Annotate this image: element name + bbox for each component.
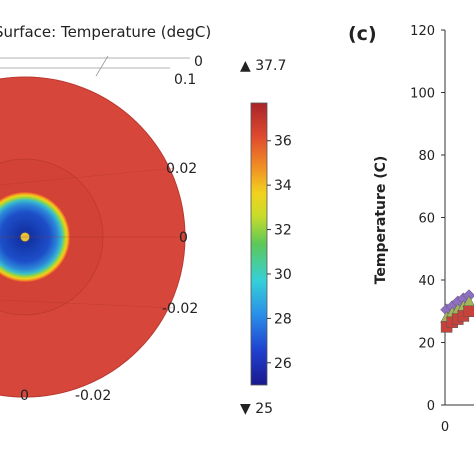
disc-grid-line	[0, 299, 176, 309]
y-tick-label: 100	[410, 87, 435, 102]
heatmap-panel: Surface: Temperature (degC) 0 0.1 0.02 0…	[0, 23, 292, 417]
y-tick-label: 0	[427, 399, 435, 414]
colorbar-max-label: ▲ 37.7	[240, 58, 286, 74]
scatter-panel: (c) 0 20 40 60 80 100 120 0 Temperature (C)	[348, 23, 474, 435]
colorbar-ticks: 26 28 30 32 34 36	[267, 134, 292, 372]
heatmap-title: Surface: Temperature (degC)	[0, 23, 211, 41]
y-tick-label: 20	[418, 337, 435, 352]
y-tick-label: 60	[418, 212, 435, 227]
colorbar-tick-label: 26	[274, 356, 292, 372]
y-tick-label: 80	[418, 149, 435, 164]
y-axis-label: Temperature (C)	[373, 156, 389, 285]
x-axis-ticks: 0	[441, 420, 449, 435]
colorbar-tick-label: 28	[274, 311, 292, 327]
square-point	[463, 305, 474, 317]
colorbar	[250, 102, 268, 386]
colorbar-min-label: ▼ 25	[240, 401, 273, 417]
colorbar-tick-label: 32	[274, 223, 292, 239]
axis-label-neg002-bottom: -0.02	[75, 388, 111, 404]
axis-label-002: 0.02	[166, 161, 197, 177]
axis-label-0-bottom: 0	[20, 388, 29, 404]
scatter-points	[440, 289, 474, 333]
disc-grid-line	[0, 167, 176, 186]
y-tick-label: 40	[418, 274, 435, 289]
y-axis-ticks: 0 20 40 60 80 100 120	[410, 24, 445, 414]
colorbar-tick-label: 30	[274, 267, 292, 283]
axis-label-neg002-right: -0.02	[162, 301, 198, 317]
axis-label-0-top: 0	[194, 54, 203, 70]
colorbar-tick-label: 34	[274, 178, 292, 194]
axis-label-0-right: 0	[179, 230, 188, 246]
axis-line-diag	[95, 55, 109, 77]
axis-label-01: 0.1	[174, 72, 196, 88]
panel-label-c: (c)	[348, 23, 377, 45]
colorbar-tick-label: 36	[274, 134, 292, 150]
x-tick-label: 0	[441, 420, 449, 435]
y-tick-label: 120	[410, 24, 435, 39]
